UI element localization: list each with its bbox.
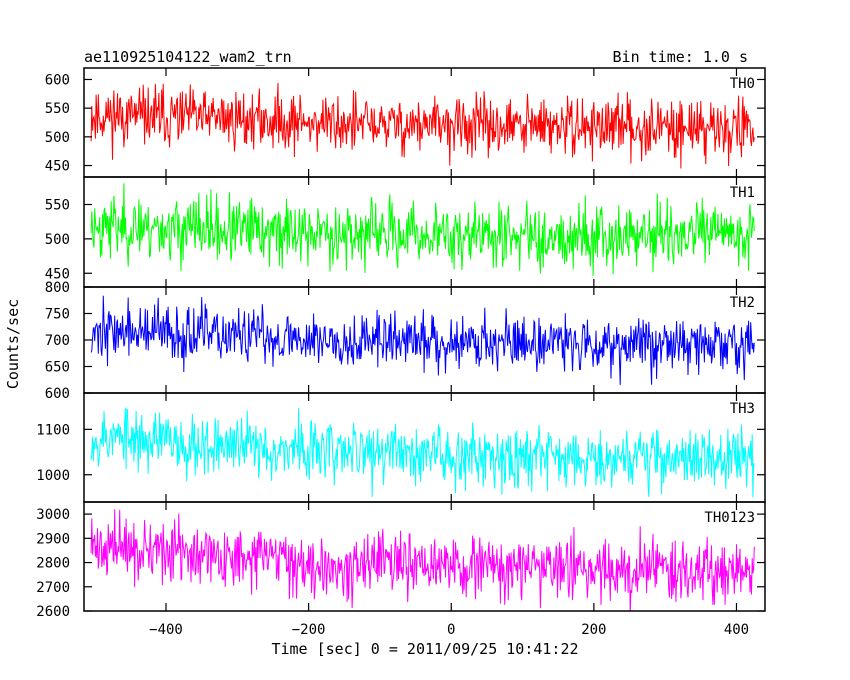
- panel-th1: 450 500 550 TH1: [45, 176, 766, 288]
- x-axis-ticks: −400 −200 0 200 400: [149, 622, 749, 638]
- panel-label: TH0123: [704, 510, 755, 526]
- y-tick-label: 3000: [36, 507, 70, 523]
- x-tick-label: −400: [149, 622, 183, 638]
- panels-group: 450 500 550 600 TH0 450 500 550 TH1 600 650 700 750 8…: [36, 67, 766, 620]
- y-tick-label: 2900: [36, 531, 70, 547]
- y-tick-label: 700: [45, 333, 70, 349]
- x-tick-label: 400: [724, 622, 749, 638]
- y-tick-label: 500: [45, 232, 70, 248]
- panel-label: TH3: [730, 401, 755, 417]
- y-tick-label: 550: [45, 198, 70, 214]
- y-tick-label: 2700: [36, 580, 70, 596]
- series-line-th1: [90, 183, 755, 276]
- y-tick-label: 600: [45, 72, 70, 88]
- panel-label: TH1: [730, 185, 755, 201]
- y-tick-label: 650: [45, 360, 70, 376]
- y-tick-label: 450: [45, 266, 70, 282]
- y-tick-label: 1000: [36, 468, 70, 484]
- x-tick-label: 0: [447, 622, 455, 638]
- y-tick-label: 750: [45, 307, 70, 323]
- y-tick-label: 550: [45, 101, 70, 117]
- y-tick-label: 600: [45, 386, 70, 402]
- x-tick-label: 200: [581, 622, 606, 638]
- panel-frame: [83, 501, 766, 612]
- series-line-th0123: [90, 509, 755, 611]
- y-tick-label: 800: [45, 280, 70, 296]
- x-axis-label: Time [sec] 0 = 2011/09/25 10:41:22: [271, 640, 578, 658]
- y-tick-label: 2800: [36, 556, 70, 572]
- panel-th2: 600 650 700 750 800 TH2: [45, 280, 766, 402]
- panel-label: TH2: [730, 295, 755, 311]
- panel-th0123: 2600 2700 2800 2900 3000 TH0123: [36, 501, 766, 620]
- chart-title-right: Bin time: 1.0 s: [613, 48, 748, 66]
- series-line-th3: [90, 407, 755, 498]
- y-tick-label: 2600: [36, 604, 70, 620]
- y-axis-label: Counts/sec: [4, 299, 22, 389]
- x-tick-label: −200: [292, 622, 326, 638]
- y-tick-label: 450: [45, 159, 70, 175]
- chart-title-left: ae110925104122_wam2_trn: [84, 48, 292, 66]
- panel-th0: 450 500 550 600 TH0: [45, 67, 766, 178]
- panel-label: TH0: [730, 76, 755, 92]
- series-line-th0: [90, 82, 755, 169]
- panel-th3: 1000 1100 TH3: [36, 392, 766, 503]
- y-tick-label: 1100: [36, 422, 70, 438]
- y-tick-label: 500: [45, 130, 70, 146]
- series-line-th2: [90, 295, 755, 385]
